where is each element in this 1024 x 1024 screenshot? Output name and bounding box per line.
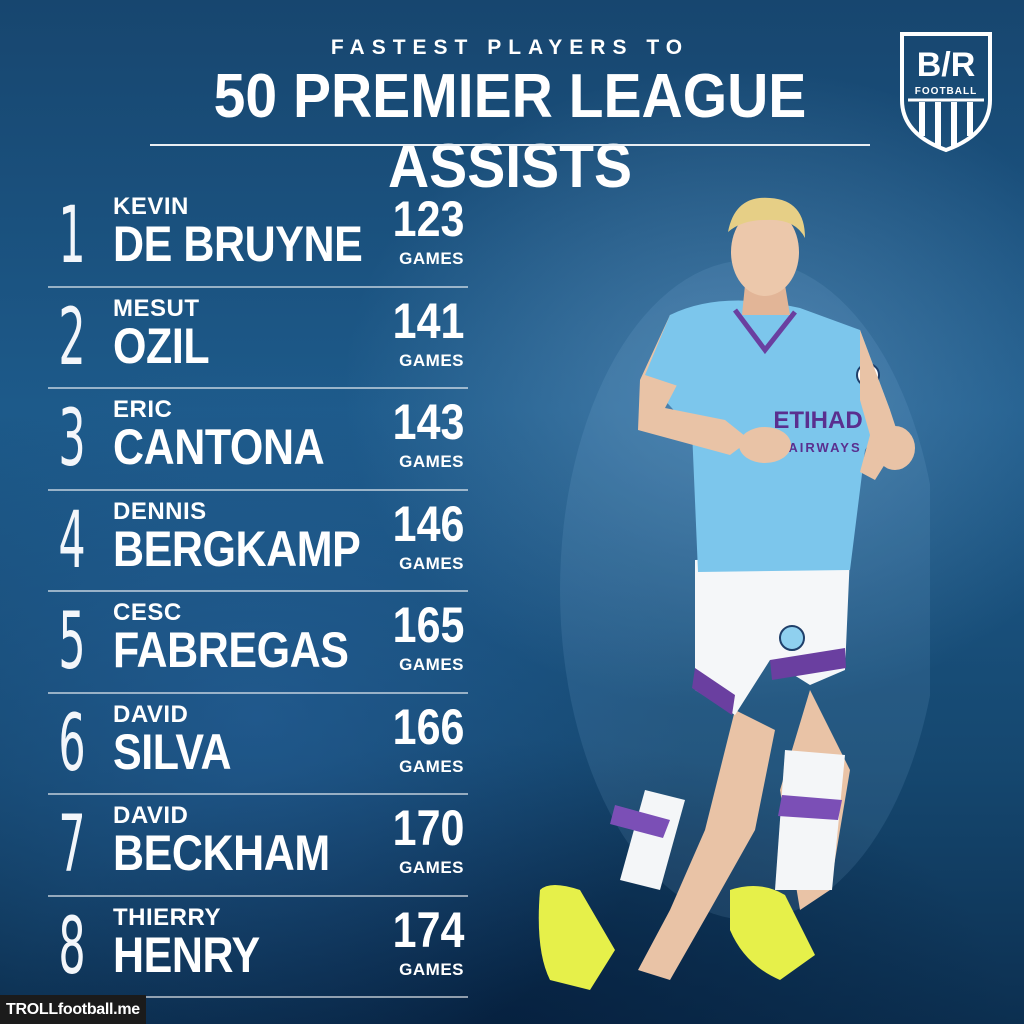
list-item: 6 DAVID SILVA 166 GAMES	[48, 694, 468, 795]
rank-number: 6	[58, 698, 86, 789]
games-count: 143	[392, 394, 464, 450]
player-first-name: MESUT	[113, 294, 200, 322]
games-label: GAMES	[399, 452, 464, 471]
logo-sub: FOOTBALL	[915, 86, 977, 97]
games-label: GAMES	[399, 249, 464, 268]
games-count: 146	[392, 495, 464, 552]
rank-number: 1	[58, 191, 86, 281]
player-photo: ETIHAD AIRWAYS	[538, 197, 930, 990]
games-label: GAMES	[399, 858, 464, 877]
player-first-name: THIERRY	[113, 903, 221, 931]
list-item: 4 DENNIS BERGKAMP 146 GAMES	[48, 491, 468, 592]
player-last-name: OZIL	[113, 317, 210, 374]
games-count: 174	[392, 901, 464, 958]
header-divider	[150, 144, 870, 146]
list-item: 2 MESUT OZIL 141 GAMES	[48, 288, 468, 389]
player-last-name: FABREGAS	[113, 622, 349, 678]
watermark: TROLLfootball.me	[0, 995, 146, 1024]
player-last-name: DE BRUYNE	[113, 216, 363, 272]
list-item: 3 ERIC CANTONA 143 GAMES	[48, 389, 468, 491]
rank-number: 4	[58, 495, 86, 586]
player-first-name: KEVIN	[113, 193, 189, 220]
player-last-name: BECKHAM	[113, 825, 330, 881]
jersey-sponsor-top: ETIHAD	[773, 407, 862, 434]
rank-number: 8	[58, 901, 86, 992]
player-last-name: BERGKAMP	[113, 520, 361, 577]
games-count: 141	[392, 292, 464, 349]
games-count: 123	[392, 191, 464, 247]
rank-number: 3	[58, 394, 86, 484]
br-football-logo: B/R FOOTBALL	[900, 32, 992, 153]
player-first-name: DAVID	[113, 700, 189, 728]
player-first-name: DENNIS	[113, 497, 207, 525]
player-last-name: SILVA	[113, 723, 232, 780]
ranking-list: 1 KEVIN DE BRUYNE 123 GAMES 2 MESUT OZIL…	[48, 186, 468, 998]
player-first-name: DAVID	[113, 802, 189, 829]
list-item: 5 CESC FABREGAS 165 GAMES	[48, 592, 468, 694]
jersey-sponsor-bottom: AIRWAYS	[788, 440, 861, 455]
games-label: GAMES	[399, 959, 464, 979]
player-last-name: CANTONA	[113, 419, 325, 475]
page-title: 50 PREMIER LEAGUE ASSISTS	[213, 62, 807, 201]
games-label: GAMES	[399, 655, 464, 674]
list-item: 7 DAVID BECKHAM 170 GAMES	[48, 795, 468, 897]
list-item: 1 KEVIN DE BRUYNE 123 GAMES	[48, 186, 468, 288]
rank-number: 5	[58, 597, 86, 687]
header-subtitle: FASTEST PLAYERS TO	[330, 36, 690, 59]
rank-number: 2	[58, 292, 86, 383]
player-last-name: HENRY	[113, 926, 260, 983]
games-count: 166	[392, 698, 464, 755]
games-count: 165	[392, 597, 464, 653]
games-label: GAMES	[399, 756, 464, 776]
games-label: GAMES	[399, 553, 464, 573]
games-count: 170	[392, 800, 464, 856]
logo-mark: B/R	[917, 46, 976, 84]
games-label: GAMES	[399, 350, 464, 370]
player-first-name: ERIC	[113, 396, 173, 423]
player-first-name: CESC	[113, 599, 182, 626]
list-item: 8 THIERRY HENRY 174 GAMES	[48, 897, 468, 998]
rank-number: 7	[58, 800, 86, 890]
